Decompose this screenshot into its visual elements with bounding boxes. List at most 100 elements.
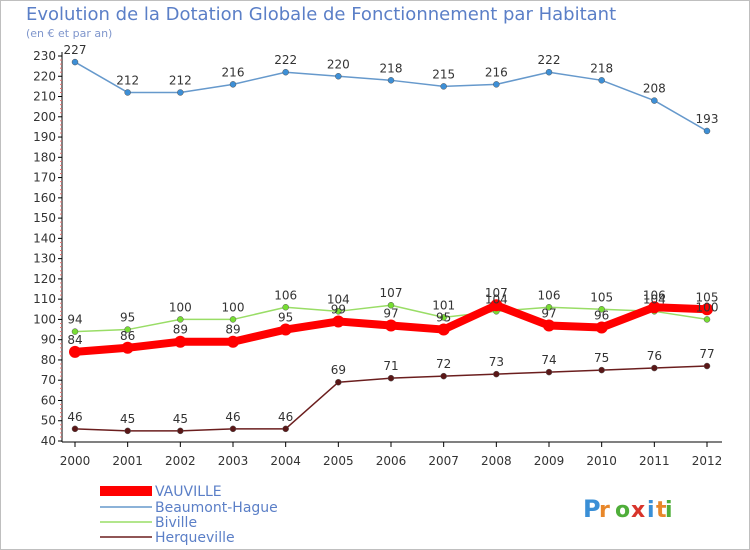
data-label-vauville: 99: [331, 302, 346, 316]
data-label-biville: 100: [696, 300, 719, 314]
data-label-herqueville: 74: [541, 353, 556, 367]
data-label-vauville: 86: [120, 329, 135, 343]
data-point-beaumont-hague: [545, 68, 553, 76]
logo-letter: i: [647, 498, 655, 523]
data-point-herqueville: [387, 374, 395, 382]
data-label-herqueville: 69: [331, 363, 346, 377]
data-point-beaumont-hague: [493, 81, 500, 88]
data-label-beaumont-hague: 218: [590, 61, 613, 75]
y-tick-label: 120: [33, 272, 56, 286]
data-point-biville: [440, 314, 447, 321]
data-label-vauville: 106: [643, 288, 666, 302]
data-label-herqueville: 46: [278, 410, 293, 424]
data-point-biville: [703, 316, 711, 323]
data-point-beaumont-hague: [124, 89, 131, 96]
axes: 40 50 60 70 80 90 100 110 120 130 140 150 160 170 180 1…: [33, 49, 722, 468]
y-tick-label: 210: [33, 90, 56, 104]
data-label-vauville: 105: [696, 290, 719, 304]
data-label-beaumont-hague: 215: [432, 67, 455, 81]
data-label-biville: 106: [274, 288, 297, 302]
y-tick-label: 180: [33, 150, 56, 164]
data-point-vauville: [332, 315, 345, 328]
data-point-biville: [598, 306, 605, 313]
data-label-herqueville: 71: [383, 359, 398, 373]
chart-title: Evolution de la Dotation Globale de Fonc…: [26, 4, 617, 25]
data-label-beaumont-hague: 216: [222, 65, 245, 79]
data-label-beaumont-hague: 212: [116, 73, 139, 87]
data-point-biville: [229, 316, 237, 323]
data-point-beaumont-hague: [71, 58, 79, 66]
data-point-biville: [124, 326, 131, 333]
data-point-herqueville: [440, 372, 447, 380]
data-label-vauville: 89: [225, 323, 240, 337]
data-label-vauville: 89: [173, 323, 188, 337]
data-label-beaumont-hague: 220: [327, 57, 350, 71]
data-label-herqueville: 75: [594, 351, 609, 365]
data-label-herqueville: 45: [173, 412, 188, 426]
logo-letter: x: [631, 498, 645, 523]
data-label-herqueville: 77: [699, 347, 714, 361]
x-tick-label: 2009: [534, 454, 565, 468]
data-point-vauville: [121, 341, 134, 354]
y-tick-label: 60: [41, 393, 56, 407]
data-point-beaumont-hague: [229, 81, 237, 88]
data-label-biville: 95: [120, 311, 135, 325]
data-point-vauville: [701, 303, 713, 316]
data-label-beaumont-hague: 222: [274, 53, 297, 67]
data-point-beaumont-hague: [177, 89, 184, 96]
data-point-vauville: [174, 335, 187, 348]
data-label-biville: 100: [222, 300, 245, 314]
data-point-biville: [71, 328, 79, 335]
data-point-vauville: [437, 323, 450, 336]
x-tick-label: 2000: [60, 454, 91, 468]
data-point-vauville: [279, 323, 292, 336]
data-point-beaumont-hague: [703, 127, 711, 135]
data-point-beaumont-hague: [282, 68, 289, 76]
y-tick-label: 190: [33, 130, 56, 144]
data-label-biville: 107: [380, 286, 403, 300]
y-tick-label: 200: [33, 110, 56, 124]
data-label-vauville: 95: [436, 311, 451, 325]
y-tick-label: 230: [33, 49, 56, 63]
data-label-herqueville: 45: [120, 412, 135, 426]
x-tick-label: 2004: [270, 454, 301, 468]
data-point-herqueville: [493, 370, 500, 378]
data-label-herqueville: 76: [647, 349, 662, 363]
proxiti-logo: Pr o x i ti: [583, 495, 673, 523]
data-label-beaumont-hague: 208: [643, 82, 666, 96]
logo-letter: r: [599, 498, 610, 523]
y-tick-label: 70: [41, 373, 56, 387]
y-tick-label: 170: [33, 171, 56, 185]
data-point-vauville: [385, 319, 397, 332]
data-label-herqueville: 73: [489, 355, 504, 369]
data-point-beaumont-hague: [440, 83, 447, 90]
data-label-beaumont-hague: 216: [485, 65, 508, 79]
data-label-biville: 104: [485, 292, 508, 306]
y-tick-label: 150: [33, 211, 56, 225]
data-point-herqueville: [598, 366, 605, 374]
data-label-biville: 104: [643, 292, 666, 306]
data-point-herqueville: [335, 378, 342, 386]
data-point-beaumont-hague: [387, 77, 395, 84]
data-label-biville: 101: [432, 298, 455, 312]
data-point-biville: [282, 304, 289, 311]
x-tick-label: 2008: [481, 454, 512, 468]
x-tick-label: 2003: [218, 454, 249, 468]
data-point-herqueville: [177, 427, 184, 435]
data-point-beaumont-hague: [598, 77, 605, 84]
y-tick-label: 100: [33, 312, 56, 326]
legend-label-beaumont-hague: Beaumont-Hague: [155, 500, 278, 516]
data-label-herqueville: 72: [436, 357, 451, 371]
data-label-biville: 104: [327, 292, 350, 306]
data-label-biville: 105: [590, 290, 613, 304]
data-point-biville: [177, 316, 184, 323]
data-label-vauville: 97: [541, 307, 556, 321]
data-point-herqueville: [651, 364, 658, 372]
x-tick-label: 2012: [692, 454, 723, 468]
data-point-herqueville: [545, 368, 553, 376]
x-tick-label: 2002: [165, 454, 196, 468]
y-tick-label: 80: [41, 353, 56, 367]
y-tick-label: 50: [41, 414, 56, 428]
x-tick-label: 2010: [586, 454, 617, 468]
